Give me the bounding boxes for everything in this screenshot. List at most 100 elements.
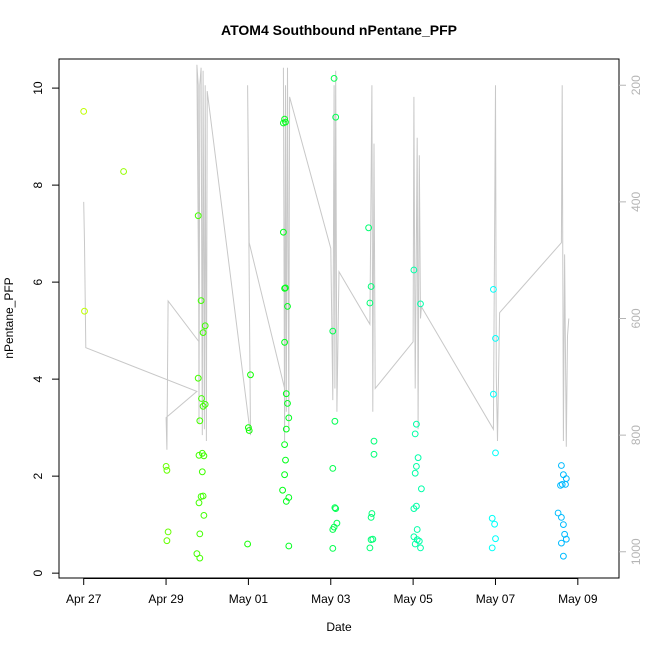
pressure-line-layer [83, 64, 570, 450]
data-point [199, 492, 207, 500]
data-point [120, 168, 127, 175]
data-point [195, 499, 203, 507]
data-point [562, 481, 569, 488]
data-point [366, 544, 374, 552]
y-tick-label: 6 [31, 278, 45, 285]
data-point [247, 371, 254, 379]
data-point [196, 530, 204, 538]
data-point [418, 485, 425, 493]
data-point [331, 504, 339, 512]
data-point [285, 414, 293, 422]
data-point [282, 390, 290, 398]
data-point [331, 417, 339, 425]
data-point [411, 540, 419, 548]
y-axis-title: nPentane_PFP [2, 277, 16, 358]
data-point [367, 283, 375, 290]
data-point [200, 512, 208, 519]
data-point [281, 441, 289, 449]
data-point [201, 322, 209, 330]
data-point [194, 212, 202, 220]
data-point [282, 498, 290, 505]
data-point [413, 463, 420, 470]
data-point [199, 329, 207, 337]
y-axis: 0 2 4 6 8 10 [31, 81, 59, 576]
data-point [560, 552, 567, 560]
data-point [557, 482, 564, 489]
data-point [370, 437, 378, 445]
x-tick-label: Apr 27 [66, 592, 102, 606]
data-point [163, 466, 171, 474]
x-tick-label: May 07 [476, 592, 516, 606]
data-point [558, 539, 565, 547]
data-point [330, 523, 338, 531]
data-point [368, 510, 376, 517]
data-point [417, 544, 424, 552]
data-point [81, 307, 88, 315]
y-tick-label: 2 [31, 472, 45, 479]
data-point [490, 286, 497, 293]
y2-tick-label: 1000 [629, 538, 643, 565]
data-point [491, 520, 499, 528]
data-point [163, 537, 171, 545]
data-point [560, 521, 567, 528]
data-point [194, 374, 202, 382]
y-tick-label: 8 [31, 181, 45, 188]
data-point [411, 469, 419, 477]
x-tick-label: May 05 [393, 592, 433, 606]
data-point [281, 115, 289, 123]
data-point [282, 456, 289, 464]
data-point [492, 449, 499, 457]
data-point [365, 224, 373, 232]
data-point [329, 327, 337, 335]
data-point [562, 475, 570, 483]
data-point [284, 303, 291, 310]
data-point [282, 425, 290, 433]
data-point [367, 514, 375, 521]
data-point [164, 528, 172, 536]
data-point [410, 266, 418, 274]
data-point [199, 402, 207, 410]
data-point [413, 420, 420, 428]
data-point [281, 338, 289, 346]
data-point [492, 535, 499, 543]
data-point [282, 284, 289, 292]
data-point [492, 335, 499, 342]
data-point [488, 544, 496, 552]
plot-frame [58, 58, 620, 579]
data-point [201, 401, 209, 408]
x-axis: Apr 27 Apr 29 May 01 May 03 May 05 May 07 May … [66, 578, 598, 606]
data-point [197, 297, 205, 305]
data-point [279, 486, 287, 494]
data-point [366, 299, 374, 307]
data-point [245, 424, 252, 432]
data-point [245, 427, 253, 434]
data-point [330, 75, 338, 82]
data-point [329, 465, 337, 472]
data-point [162, 463, 170, 470]
pressure-line [83, 64, 570, 450]
chart-title: ATOM4 Southbound nPentane_PFP [221, 22, 457, 38]
data-point [281, 471, 289, 479]
data-point [285, 542, 293, 550]
data-point [198, 395, 205, 402]
x-tick-label: Apr 29 [148, 592, 184, 606]
data-point [196, 554, 204, 562]
data-point [196, 417, 204, 425]
y2-tick-label: 400 [629, 192, 643, 212]
y-tick-label: 4 [31, 375, 45, 382]
data-point [284, 400, 291, 407]
data-point [282, 118, 289, 126]
data-point [414, 454, 422, 462]
data-point [411, 430, 419, 438]
y-tick-label: 0 [31, 569, 45, 576]
data-point [80, 108, 88, 115]
data-point [558, 462, 565, 469]
x-tick-label: May 09 [558, 592, 598, 606]
data-point [413, 526, 421, 533]
data-point [332, 505, 340, 513]
data-point [560, 471, 567, 479]
secondary-y-axis: 200 400 600 800 1000 [619, 75, 643, 565]
data-point [332, 113, 340, 121]
data-point [200, 452, 208, 460]
